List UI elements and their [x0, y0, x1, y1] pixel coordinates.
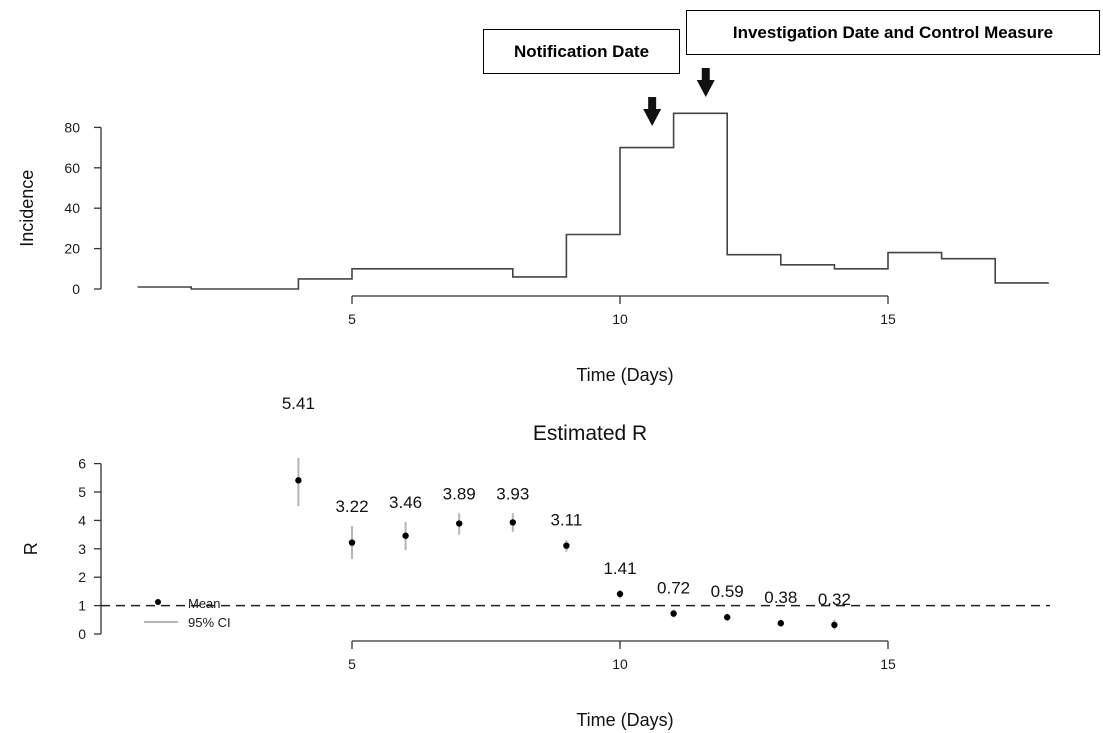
incidence-y-tick-label: 20 [64, 241, 80, 257]
r-mean-point [616, 590, 624, 598]
incidence-y-tick-label: 0 [72, 281, 80, 297]
r-value-label: 0.72 [657, 579, 690, 598]
r-x-tick-label: 5 [348, 656, 356, 672]
r-value-label: 0.59 [711, 582, 744, 601]
r-x-axis-label: Time (Days) [576, 710, 673, 730]
incidence-y-axis-label: Incidence [17, 170, 37, 247]
r-x-tick-label: 10 [612, 656, 628, 672]
incidence-x-tick-label: 15 [880, 311, 896, 327]
notification-date-callout: Notification Date [483, 29, 680, 74]
r-y-tick-label: 0 [78, 626, 86, 642]
notification-date-label: Notification Date [513, 41, 650, 61]
r-y-tick-label: 3 [78, 541, 86, 557]
incidence-x-tick-label: 10 [612, 311, 628, 327]
r-value-label: 5.41 [282, 394, 315, 413]
r-y-tick-label: 2 [78, 569, 86, 585]
r-value-label: 3.11 [550, 511, 582, 530]
r-mean-point [509, 519, 516, 526]
incidence-chart: 0 20 40 60 80 Incidence 5 10 15 Time (Days) [17, 68, 1049, 385]
r-chart-title: Estimated R [533, 422, 647, 445]
r-y-tick-label: 5 [78, 484, 86, 500]
incidence-y-tick-label: 60 [64, 160, 80, 176]
r-value-label: 3.46 [389, 493, 422, 512]
r-mean-point [295, 477, 302, 484]
incidence-x-tick-label: 5 [348, 311, 356, 327]
legend-mean-icon [155, 599, 161, 605]
r-mean-point [456, 520, 463, 527]
event-arrow-icon [643, 97, 662, 126]
r-mean-point [777, 620, 784, 627]
r-value-label: 1.41 [603, 559, 636, 578]
r-value-label: 3.93 [496, 484, 529, 503]
r-y-tick-label: 6 [78, 456, 86, 472]
r-mean-point [831, 621, 838, 629]
r-mean-point [348, 539, 356, 546]
incidence-y-tick-label: 40 [64, 200, 80, 216]
r-value-label: 3.89 [443, 484, 476, 503]
incidence-step-line [137, 112, 1049, 290]
r-value-label: 3.22 [335, 497, 368, 516]
r-y-axis-label: R [21, 542, 41, 555]
investigation-date-label: Investigation Date and Control Measure [732, 22, 1054, 42]
r-mean-point [563, 542, 570, 549]
r-y-tick-label: 4 [78, 512, 86, 528]
r-value-label: 0.32 [818, 590, 851, 609]
legend-mean-label: Mean [188, 596, 221, 611]
estimated-r-chart: Estimated R 0 1 2 3 4 5 6 R 5 10 15 Time (Days) 5.41 3… [21, 394, 1050, 730]
investigation-date-callout: Investigation Date and Control Measure [686, 10, 1100, 55]
r-x-tick-label: 15 [880, 656, 896, 672]
r-y-tick-label: 1 [78, 598, 86, 614]
r-value-label: 0.38 [764, 588, 797, 607]
legend-ci-label: 95% CI [188, 615, 231, 630]
event-arrow-icon [696, 68, 715, 97]
incidence-y-tick-label: 80 [64, 119, 80, 135]
r-mean-point [724, 614, 731, 621]
r-mean-point [670, 610, 677, 617]
r-mean-point [402, 532, 409, 539]
incidence-x-axis-label: Time (Days) [576, 365, 673, 385]
